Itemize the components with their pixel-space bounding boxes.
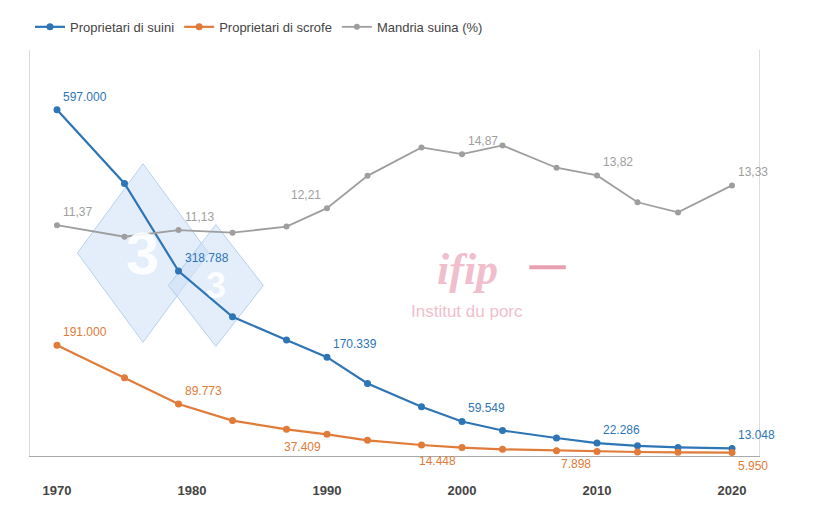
svg-text:3: 3 [126, 220, 159, 287]
svg-text:13.048: 13.048 [738, 428, 775, 442]
svg-text:14,87: 14,87 [468, 134, 498, 148]
svg-text:1990: 1990 [313, 483, 342, 498]
svg-text:5.950: 5.950 [738, 459, 768, 473]
svg-text:2000: 2000 [448, 483, 477, 498]
svg-text:170.339: 170.339 [333, 337, 377, 351]
svg-text:11,37: 11,37 [63, 205, 92, 219]
svg-text:1980: 1980 [178, 483, 207, 498]
svg-text:3: 3 [206, 265, 226, 306]
svg-text:22.286: 22.286 [603, 423, 640, 437]
svg-text:Mandria suina (%): Mandria suina (%) [377, 20, 483, 35]
svg-text:12,21: 12,21 [291, 188, 321, 202]
svg-text:13,82: 13,82 [603, 155, 633, 169]
svg-text:2020: 2020 [718, 483, 747, 498]
svg-text:14.448: 14.448 [419, 454, 456, 468]
svg-text:2010: 2010 [583, 483, 612, 498]
svg-text:11,13: 11,13 [185, 210, 214, 224]
svg-text:191.000: 191.000 [63, 325, 107, 339]
svg-text:37.409: 37.409 [284, 440, 321, 454]
svg-text:Proprietari di scrofe: Proprietari di scrofe [219, 20, 332, 35]
svg-text:1970: 1970 [43, 483, 72, 498]
svg-text:318.788: 318.788 [185, 251, 229, 265]
svg-text:597.000: 597.000 [63, 90, 107, 104]
svg-text:7.898: 7.898 [561, 457, 591, 471]
svg-text:Institut du porc: Institut du porc [411, 302, 523, 321]
svg-text:ifip: ifip [437, 245, 498, 294]
svg-text:Proprietari di suini: Proprietari di suini [70, 20, 174, 35]
svg-text:89.773: 89.773 [185, 384, 222, 398]
svg-text:59.549: 59.549 [468, 401, 505, 415]
svg-text:13,33: 13,33 [738, 165, 768, 179]
